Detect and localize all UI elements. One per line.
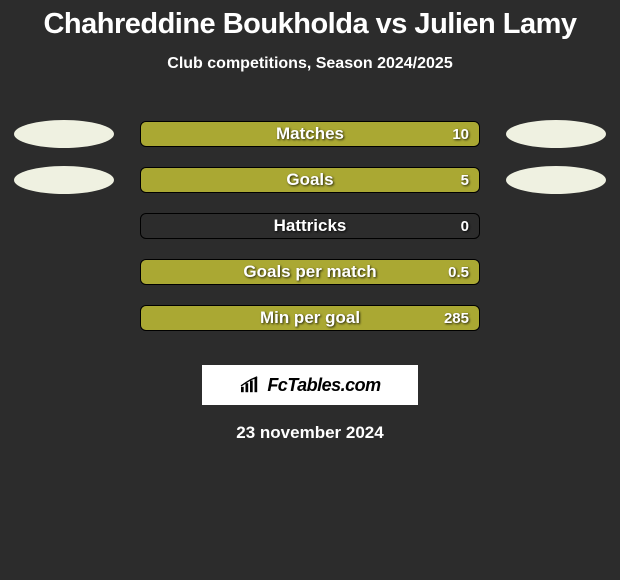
stat-rows: Matches 10 Goals 5 Hattricks 0 Goals per match…: [0, 111, 620, 341]
stat-label: Matches: [276, 124, 344, 144]
chart-icon: [239, 376, 261, 394]
stat-value: 0.5: [448, 264, 469, 281]
comparison-card: Chahreddine Boukholda vs Julien Lamy Clu…: [0, 0, 620, 443]
right-player-oval: [506, 166, 606, 194]
stat-value: 10: [452, 126, 469, 143]
stat-row: Matches 10: [0, 111, 620, 157]
badge-text: FcTables.com: [267, 375, 380, 396]
page-title: Chahreddine Boukholda vs Julien Lamy: [0, 8, 620, 41]
stat-bar: Goals per match 0.5: [140, 259, 480, 285]
date-text: 23 november 2024: [0, 423, 620, 443]
left-player-oval: [14, 120, 114, 148]
stat-label: Goals per match: [243, 262, 376, 282]
stat-bar: Hattricks 0: [140, 213, 480, 239]
source-badge: FcTables.com: [202, 365, 418, 405]
stat-bar: Min per goal 285: [140, 305, 480, 331]
stat-row: Goals 5: [0, 157, 620, 203]
subtitle: Club competitions, Season 2024/2025: [0, 55, 620, 73]
stat-value: 285: [444, 310, 469, 327]
stat-label: Hattricks: [274, 216, 347, 236]
stat-value: 0: [461, 218, 469, 235]
stat-row: Hattricks 0: [0, 203, 620, 249]
left-player-oval: [14, 166, 114, 194]
stat-bar: Goals 5: [140, 167, 480, 193]
stat-value: 5: [461, 172, 469, 189]
stat-label: Min per goal: [260, 308, 360, 328]
right-player-oval: [506, 120, 606, 148]
stat-label: Goals: [286, 170, 333, 190]
stat-row: Goals per match 0.5: [0, 249, 620, 295]
stat-bar: Matches 10: [140, 121, 480, 147]
stat-row: Min per goal 285: [0, 295, 620, 341]
